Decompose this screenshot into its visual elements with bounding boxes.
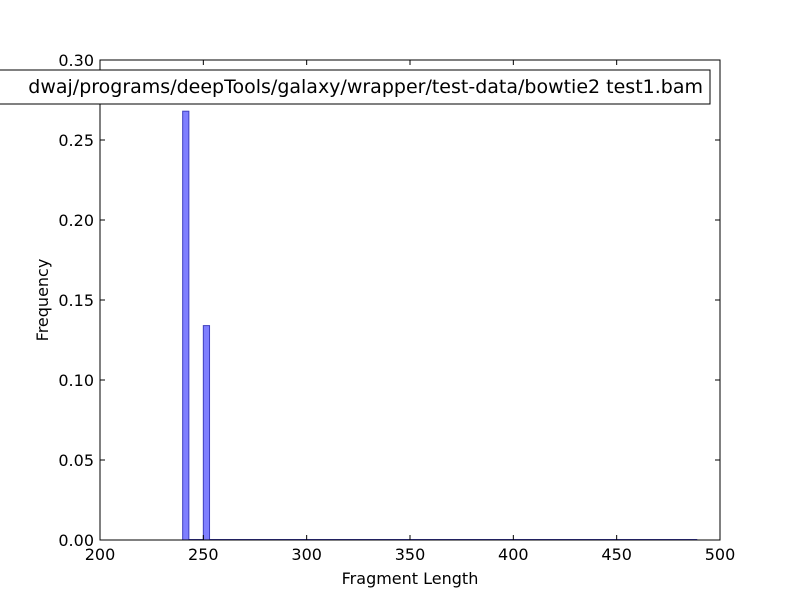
y-tick-label: 0.05 (58, 451, 94, 470)
x-tick-label: 500 (705, 545, 736, 564)
histogram-bar (182, 110, 190, 541)
x-tick-label: 200 (85, 545, 116, 564)
x-tick-label: 400 (498, 545, 529, 564)
legend-box (0, 69, 711, 105)
legend-entry: dwaj/programs/deepTools/galaxy/wrapper/t… (28, 76, 703, 98)
plot-area (100, 60, 720, 540)
x-axis-label: Fragment Length (342, 569, 479, 588)
ticks-group: 200 250 300 350 400 450 500 0.00 0.05 0.10 0.15 0.2… (58, 51, 735, 564)
y-tick-label: 0.20 (58, 211, 94, 230)
y-tick-label: 0.30 (58, 51, 94, 70)
axes-frame (99, 59, 721, 541)
x-tick-label: 450 (601, 545, 632, 564)
x-tick-label: 350 (395, 545, 426, 564)
y-tick-label: 0.00 (58, 531, 94, 550)
y-tick-label: 0.10 (58, 371, 94, 390)
x-tick-label: 300 (291, 545, 322, 564)
y-tick-label: 0.25 (58, 131, 94, 150)
y-axis-label: Frequency (33, 259, 52, 342)
legend: dwaj/programs/deepTools/galaxy/wrapper/t… (0, 69, 711, 105)
y-tick-label: 0.15 (58, 291, 94, 310)
histogram-bar (202, 325, 211, 541)
x-tick-label: 250 (188, 545, 219, 564)
